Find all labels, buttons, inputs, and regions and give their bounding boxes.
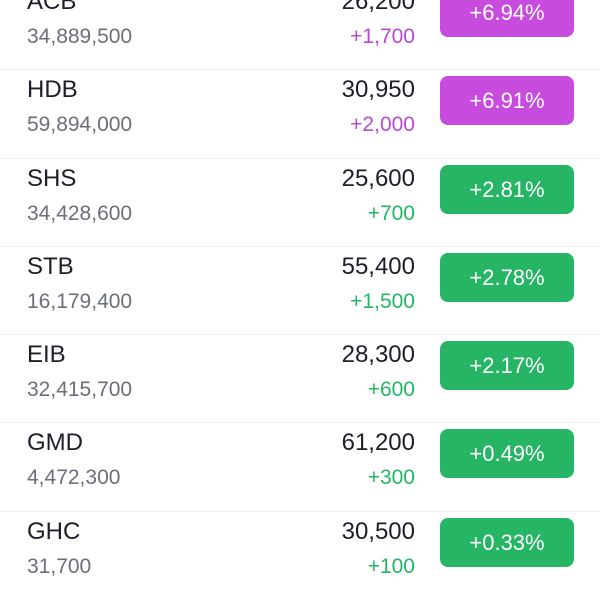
stock-price: 26,200 [341, 0, 415, 15]
stock-change: +100 [367, 554, 415, 578]
stock-volume: 4,472,300 [27, 466, 121, 490]
stock-volume: 32,415,700 [27, 378, 133, 402]
stock-volume: 34,889,500 [27, 25, 133, 48]
stock-symbol: ACB [27, 0, 77, 15]
stock-change: +2,000 [350, 113, 415, 137]
stock-symbol: SHS [27, 164, 77, 192]
percent-change-badge[interactable]: +2.78% [440, 252, 574, 302]
stock-row-ghc[interactable]: GHC 31,700 30,500 +100 +0.33% [0, 510, 600, 599]
percent-change-badge[interactable]: +2.81% [440, 164, 574, 214]
stock-symbol: GMD [27, 429, 83, 457]
stock-change: +700 [367, 201, 415, 225]
stock-row-shs[interactable]: SHS 34,428,600 25,600 +700 +2.81% [0, 157, 600, 246]
stock-symbol: EIB [27, 341, 66, 369]
stock-price: 28,300 [341, 341, 415, 369]
stock-change: +1,700 [350, 25, 415, 48]
stock-price: 30,500 [341, 517, 415, 545]
stock-change: +1,500 [350, 289, 415, 313]
stock-price: 55,400 [341, 252, 415, 280]
stock-price: 25,600 [341, 164, 415, 192]
percent-change-badge[interactable]: +2.17% [440, 341, 574, 391]
stock-row-eib[interactable]: EIB 32,415,700 28,300 +600 +2.17% [0, 334, 600, 422]
stock-volume: 16,179,400 [27, 289, 133, 313]
stock-volume: 59,894,000 [27, 113, 133, 137]
stock-change: +300 [367, 466, 415, 490]
percent-change-badge[interactable]: +6.91% [440, 76, 574, 126]
stock-price: 30,950 [341, 76, 415, 104]
stock-row-gmd[interactable]: GMD 4,472,300 61,200 +300 +0.49% [0, 422, 600, 510]
stock-symbol: STB [27, 252, 74, 280]
stock-symbol: GHC [27, 517, 81, 545]
stock-row-stb[interactable]: STB 16,179,400 55,400 +1,500 +2.78% [0, 245, 600, 334]
stock-change: +600 [367, 378, 415, 402]
stock-row-acb[interactable]: ACB 34,889,500 26,200 +1,700 +6.94% [0, 0, 600, 69]
percent-change-badge[interactable]: +6.94% [440, 0, 574, 37]
stock-list: ACB 34,889,500 26,200 +1,700 +6.94% HDB … [0, 0, 600, 578]
percent-change-badge[interactable]: +0.49% [440, 429, 574, 479]
stock-price: 61,200 [341, 429, 415, 457]
stock-volume: 34,428,600 [27, 201, 133, 225]
stock-symbol: HDB [27, 76, 78, 104]
stock-volume: 31,700 [27, 554, 92, 578]
percent-change-badge[interactable]: +0.33% [440, 517, 574, 567]
stock-row-hdb[interactable]: HDB 59,894,000 30,950 +2,000 +6.91% [0, 69, 600, 157]
